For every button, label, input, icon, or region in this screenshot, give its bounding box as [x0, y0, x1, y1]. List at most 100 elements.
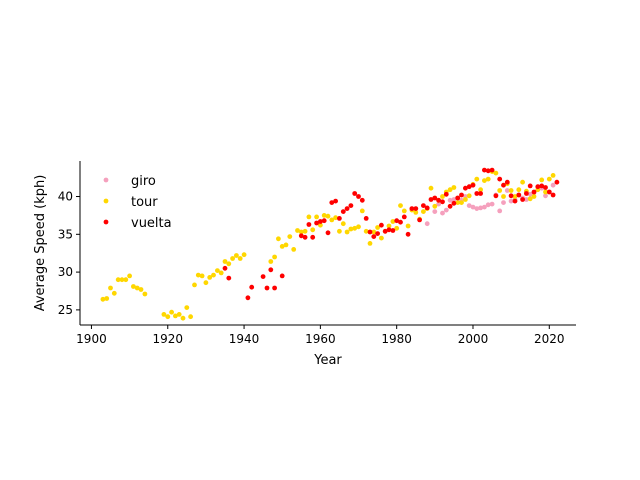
- tour-point: [104, 296, 110, 301]
- legend-marker-giro: [103, 177, 109, 183]
- vuelta-point: [432, 195, 438, 201]
- vuelta-point: [329, 200, 335, 206]
- x-tick-label: 1940: [229, 332, 260, 346]
- vuelta-point: [226, 275, 232, 281]
- vuelta-point: [417, 217, 422, 223]
- tour-point: [291, 247, 297, 252]
- x-tick-label: 1900: [76, 332, 107, 346]
- giro-point: [447, 197, 453, 203]
- vuelta-point: [478, 191, 483, 196]
- tour-point: [230, 256, 236, 261]
- vuelta-point: [463, 185, 468, 191]
- tour-point: [386, 223, 392, 229]
- legend: giro tour vuelta: [103, 174, 172, 231]
- y-tick-label: 35: [58, 227, 73, 241]
- data-points: [100, 167, 560, 321]
- tour-point: [283, 242, 289, 248]
- vuelta-point: [524, 191, 529, 196]
- tour-point: [451, 185, 457, 190]
- tour-point: [184, 305, 190, 310]
- tour-point: [352, 225, 358, 231]
- vuelta-point: [413, 206, 419, 212]
- vuelta-point: [440, 199, 445, 205]
- vuelta-point: [344, 206, 350, 212]
- vuelta-point: [543, 185, 548, 190]
- legend-marker-tour: [103, 198, 109, 204]
- tour-point: [497, 188, 503, 193]
- vuelta-point: [554, 179, 560, 185]
- tour-point: [119, 277, 125, 283]
- vuelta-point: [531, 189, 537, 195]
- tour-point: [169, 309, 175, 315]
- giro-point: [432, 209, 438, 215]
- vuelta-point: [459, 192, 464, 198]
- vuelta-point: [352, 191, 358, 196]
- tour-point: [195, 272, 201, 278]
- tour-point: [428, 185, 434, 191]
- tour-point: [295, 228, 300, 233]
- giro-point: [504, 188, 510, 193]
- vuelta-point: [504, 179, 510, 185]
- tour-point: [176, 312, 182, 317]
- tour-point: [501, 194, 506, 199]
- tour-point: [546, 176, 552, 182]
- vuelta-point: [401, 214, 407, 220]
- tour-point: [455, 200, 461, 206]
- vuelta-point: [421, 203, 426, 209]
- tour-point: [108, 285, 113, 291]
- vuelta-point: [436, 197, 441, 203]
- tour-point: [344, 229, 350, 235]
- x-ticks: 1900 1920 1940 1960 1980 2000 2020: [76, 325, 565, 346]
- tour-point: [405, 223, 411, 229]
- tour-point: [440, 194, 445, 199]
- vuelta-point: [306, 222, 312, 227]
- tour-point: [138, 287, 144, 292]
- tour-point: [287, 234, 293, 240]
- tour-point: [543, 189, 548, 195]
- giro-point: [485, 202, 491, 208]
- vuelta-point: [428, 197, 434, 202]
- legend-label-tour: tour: [131, 195, 158, 210]
- tour-point: [127, 273, 132, 279]
- vuelta-point: [493, 193, 499, 199]
- vuelta-point: [279, 273, 285, 279]
- tour-point: [539, 177, 545, 183]
- vuelta-point: [398, 219, 403, 225]
- giro-point: [550, 182, 556, 188]
- tour-point: [314, 214, 319, 220]
- tour-point: [115, 277, 121, 283]
- tour-point: [222, 259, 228, 264]
- vuelta-point: [298, 233, 304, 239]
- tour-point: [520, 179, 525, 185]
- tour-point: [394, 225, 400, 231]
- tour-point: [123, 277, 129, 283]
- tour-point: [485, 176, 491, 182]
- tour-point: [531, 194, 537, 199]
- vuelta-point: [356, 194, 361, 199]
- tour-point: [348, 226, 354, 232]
- tour-point: [478, 187, 483, 193]
- giro-point: [440, 210, 445, 216]
- vuelta-point: [470, 182, 476, 188]
- tour-point: [131, 284, 136, 289]
- giro-point: [482, 204, 487, 210]
- vuelta-point: [489, 167, 495, 173]
- tour-point: [421, 209, 426, 215]
- vuelta-point: [245, 295, 251, 301]
- tour-point: [180, 315, 186, 321]
- vuelta-point: [333, 198, 338, 204]
- vuelta-point: [520, 197, 525, 202]
- tour-point: [234, 253, 239, 258]
- giro-point: [474, 206, 480, 212]
- y-tick-label: 25: [58, 303, 73, 317]
- giro-point: [543, 193, 548, 199]
- tour-point: [306, 214, 312, 220]
- vuelta-point: [268, 267, 274, 273]
- x-tick-label: 1980: [381, 332, 412, 346]
- tour-point: [413, 210, 419, 215]
- tour-point: [302, 228, 308, 234]
- vuelta-point: [443, 191, 449, 197]
- tour-point: [310, 227, 316, 233]
- legend-marker-vuelta: [103, 219, 109, 225]
- vuelta-point: [222, 265, 228, 271]
